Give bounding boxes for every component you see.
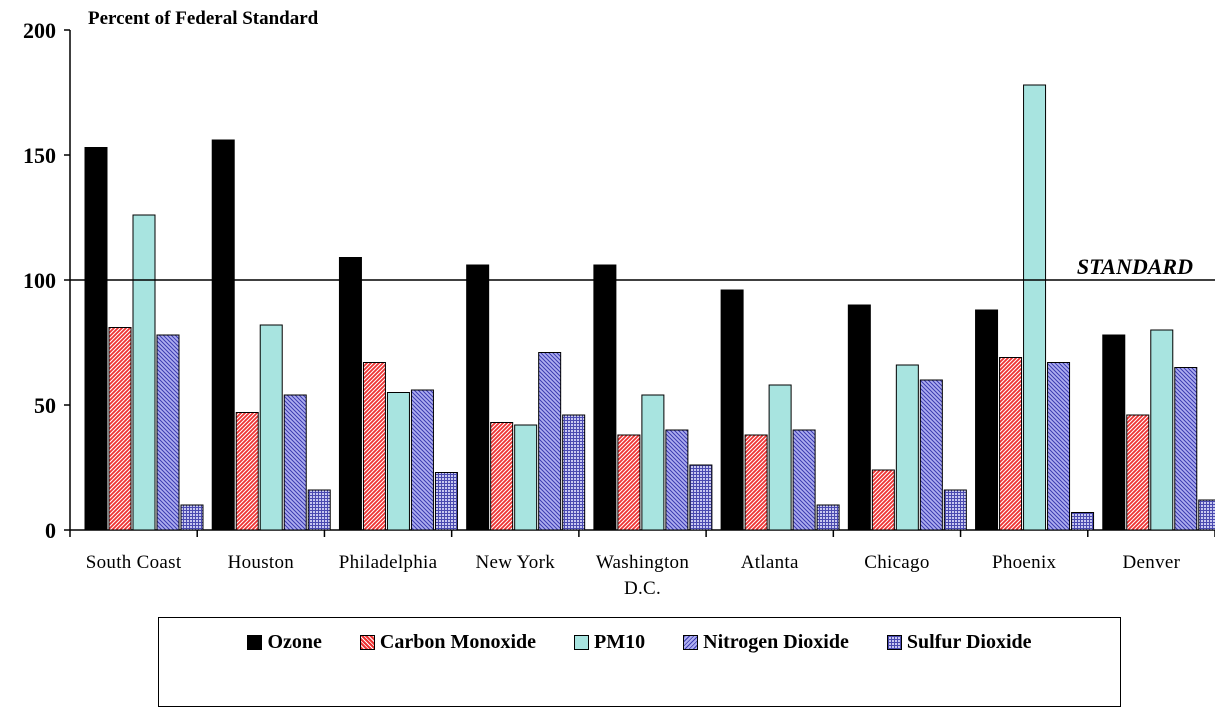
bar-ozone [84, 147, 108, 531]
legend-label: Ozone [267, 631, 322, 653]
y-tick-label: 50 [34, 393, 56, 418]
bar-sulfur-dioxide [816, 504, 840, 531]
x-tick-label: Chicago [864, 552, 929, 573]
x-tick-label: Houston [228, 552, 295, 573]
legend: Ozone Carbon Monoxide PM10 Nitrogen Dioxide… [158, 617, 1121, 707]
bar-pm10 [641, 394, 665, 531]
bar-carbon-monoxide [617, 434, 641, 531]
legend-item: PM10 [574, 631, 645, 654]
legend-label: PM10 [594, 631, 646, 653]
bar-carbon-monoxide [999, 357, 1023, 531]
bar-pm10 [132, 214, 156, 531]
x-tick-label: South Coast [86, 552, 182, 573]
bar-carbon-monoxide [235, 412, 259, 531]
bar-pm10 [1150, 329, 1174, 531]
legend-swatch [683, 635, 699, 650]
bar-ozone [211, 139, 235, 531]
x-tick-labels: South Coast Houston Philadelphia New York Wa… [86, 552, 1181, 599]
y-tick-label: 200 [23, 18, 56, 43]
legend-item: Nitrogen Dioxide [683, 631, 849, 654]
bar-pm10 [386, 392, 410, 531]
x-tick-label: New York [476, 552, 556, 573]
bar-carbon-monoxide [744, 434, 768, 531]
bar-nitrogen-dioxide [1174, 367, 1198, 531]
bar-nitrogen-dioxide [283, 394, 307, 531]
bar-nitrogen-dioxide [410, 389, 434, 531]
reference-line-group: STANDARD [70, 254, 1215, 281]
bar-nitrogen-dioxide [919, 379, 943, 531]
bar-nitrogen-dioxide [156, 334, 180, 531]
y-tick-label: 150 [23, 143, 56, 168]
x-tick-label: Denver [1123, 552, 1181, 573]
bar-pm10 [1023, 84, 1047, 531]
bars [84, 84, 1215, 531]
x-tick-label: Atlanta [741, 552, 799, 573]
bar-sulfur-dioxide [943, 489, 967, 531]
y-tick-label: 100 [23, 268, 56, 293]
legend-swatch [359, 635, 375, 650]
bar-sulfur-dioxide [689, 464, 713, 531]
bar-nitrogen-dioxide [538, 352, 562, 531]
bar-ozone [720, 289, 744, 531]
x-tick-label: Washington [596, 552, 689, 573]
bar-ozone [847, 304, 871, 531]
bar-pm10 [259, 324, 283, 531]
bar-ozone [466, 264, 490, 531]
bar-carbon-monoxide [490, 422, 514, 531]
legend-item: Carbon Monoxide [359, 631, 537, 654]
bar-sulfur-dioxide [1071, 512, 1095, 531]
bar-nitrogen-dioxide [1047, 362, 1071, 531]
bar-sulfur-dioxide [1198, 499, 1215, 531]
legend-swatch [886, 635, 902, 650]
x-tick-label: Philadelphia [339, 552, 438, 573]
bar-carbon-monoxide [871, 469, 895, 531]
bar-sulfur-dioxide [307, 489, 331, 531]
y-tick-labels: 0 50 100 150 200 [23, 18, 56, 543]
x-tick-label: Phoenix [992, 552, 1057, 573]
bar-pm10 [768, 384, 792, 531]
legend-swatch [247, 635, 263, 650]
bar-nitrogen-dioxide [665, 429, 689, 531]
bar-sulfur-dioxide [434, 472, 458, 531]
bar-ozone [975, 309, 999, 531]
bar-sulfur-dioxide [180, 504, 204, 531]
bar-ozone [593, 264, 617, 531]
bar-carbon-monoxide [362, 362, 386, 531]
legend-item: Ozone [247, 631, 322, 654]
standard-label: STANDARD [1077, 254, 1193, 279]
bar-sulfur-dioxide [562, 414, 586, 531]
bar-pm10 [514, 424, 538, 531]
y-tick-label: 0 [45, 518, 56, 543]
legend-swatch [574, 635, 590, 650]
legend-label: Nitrogen Dioxide [703, 631, 849, 653]
bar-carbon-monoxide [1126, 414, 1150, 531]
bar-nitrogen-dioxide [792, 429, 816, 531]
bar-pm10 [895, 364, 919, 531]
legend-label: Carbon Monoxide [379, 631, 537, 653]
legend-item: Sulfur Dioxide [886, 631, 1032, 654]
legend-label: Sulfur Dioxide [906, 631, 1032, 653]
bar-ozone [1102, 334, 1126, 531]
x-tick-label: D.C. [624, 578, 661, 599]
bar-ozone [338, 257, 362, 531]
legend-items: Ozone Carbon Monoxide PM10 Nitrogen Dioxide… [159, 631, 1120, 654]
y-axis-label: Percent of Federal Standard [88, 8, 319, 29]
bar-carbon-monoxide [108, 327, 132, 531]
